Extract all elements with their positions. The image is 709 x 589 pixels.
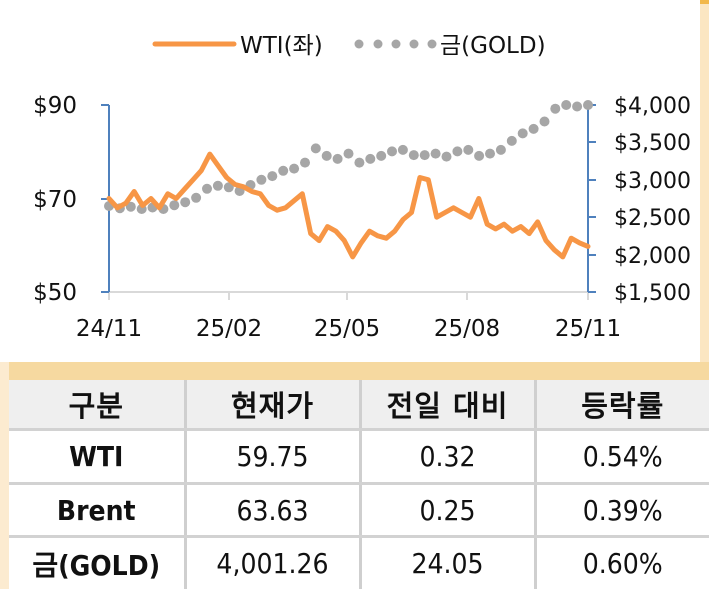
row-name: Brent — [9, 483, 187, 539]
gold-data-point — [354, 157, 365, 168]
x-tick-4: 25/11 — [555, 316, 621, 342]
price-table: 구분 현재가 전일 대비 등락률 WTI 59.75 0.32 0.54% Br… — [9, 380, 709, 589]
right-tick-1500: $1,500 — [614, 281, 691, 306]
right-tick-labels: $4,000 $3,500 $3,000 $2,500 $2,000 $1,50… — [614, 94, 691, 306]
gold-data-point — [332, 153, 343, 164]
left-tick-70: $70 — [33, 187, 77, 213]
right-y-axis — [587, 104, 596, 293]
right-tick-2000: $2,000 — [614, 244, 691, 269]
right-tick-3000: $3,000 — [614, 169, 691, 194]
row-price: 59.75 — [185, 429, 362, 485]
gold-data-point — [430, 148, 441, 159]
gold-data-point — [289, 163, 300, 174]
gold-data-point — [463, 144, 474, 155]
gold-data-point — [441, 151, 452, 162]
gold-legend-swatch — [354, 39, 437, 49]
gold-data-point — [539, 116, 550, 127]
gold-data-point — [365, 153, 376, 164]
wti-series — [106, 151, 591, 260]
gold-data-point — [256, 174, 267, 185]
gold-data-point — [528, 123, 539, 134]
right-tick-4000: $4,000 — [614, 94, 691, 119]
header-rate: 등락률 — [535, 380, 709, 431]
frame-right-accent — [700, 0, 709, 4]
gold-data-point — [485, 148, 495, 159]
row-price: 4,001.26 — [185, 536, 362, 589]
row-rate: 0.39% — [535, 483, 709, 539]
row-rate: 0.54% — [535, 429, 709, 485]
gold-data-point — [180, 197, 191, 208]
gold-data-point — [169, 200, 180, 211]
x-tick-labels: 24/11 25/02 25/05 25/08 25/11 — [76, 316, 621, 342]
price-chart: WTI(좌) 금(GOLD) $90 $70 $50 $4 — [33, 33, 691, 342]
table-row-brent: Brent 63.63 0.25 0.39% — [9, 483, 709, 539]
gold-data-point — [223, 182, 234, 193]
x-tick-3: 25/08 — [434, 316, 500, 342]
divider-band — [0, 362, 709, 380]
row-change: 24.05 — [360, 536, 537, 589]
frame-right-strip — [700, 0, 709, 380]
left-tick-labels: $90 $70 $50 — [33, 93, 77, 306]
row-change: 0.32 — [360, 429, 537, 485]
legend: WTI(좌) 금(GOLD) — [152, 33, 546, 59]
left-tick-90: $90 — [33, 93, 77, 119]
x-tick-0: 24/11 — [76, 316, 142, 342]
gold-data-point — [387, 146, 397, 157]
gold-data-point — [125, 201, 136, 212]
gold-data-point — [310, 143, 321, 154]
gold-data-point — [202, 183, 212, 194]
gold-data-point — [583, 100, 593, 110]
left-tick-50: $50 — [33, 280, 77, 306]
x-tick-1: 25/02 — [196, 316, 262, 342]
gold-data-point — [506, 135, 517, 146]
row-change: 0.25 — [360, 483, 537, 539]
gold-data-point — [267, 171, 278, 182]
gold-data-point — [321, 150, 332, 161]
gold-data-point — [419, 150, 430, 161]
header-change: 전일 대비 — [360, 380, 537, 431]
chart-panel: WTI(좌) 금(GOLD) $90 $70 $50 $4 — [33, 33, 691, 342]
row-name: 금(GOLD) — [9, 536, 187, 589]
gold-data-point — [212, 180, 223, 191]
gold-data-point — [408, 150, 419, 161]
gold-legend-label: 금(GOLD) — [440, 33, 546, 59]
x-tick-2: 25/05 — [314, 316, 380, 342]
table-header-row: 구분 현재가 전일 대비 등락률 — [9, 380, 709, 431]
row-name: WTI — [9, 429, 187, 485]
gold-data-point — [278, 165, 289, 176]
table-row-wti: WTI 59.75 0.32 0.54% — [9, 429, 709, 485]
x-axis-ticks — [108, 292, 589, 300]
frame-left-strip — [0, 362, 9, 589]
gold-data-point — [517, 128, 528, 139]
header-price: 현재가 — [185, 380, 362, 431]
gold-data-point — [550, 103, 561, 114]
gold-data-point — [397, 144, 408, 155]
row-price: 63.63 — [185, 483, 362, 539]
header-category: 구분 — [9, 380, 187, 431]
table-row-gold: 금(GOLD) 4,001.26 24.05 0.60% — [9, 536, 709, 589]
wti-legend-label: WTI(좌) — [240, 33, 323, 59]
right-tick-2500: $2,500 — [614, 206, 691, 231]
row-rate: 0.60% — [535, 536, 709, 589]
gold-data-point — [452, 146, 463, 157]
gold-data-point — [561, 100, 572, 110]
gold-data-point — [376, 150, 387, 161]
gold-data-point — [495, 144, 506, 155]
gold-data-point — [300, 157, 310, 168]
gold-data-point — [474, 150, 485, 161]
gold-data-point — [191, 192, 202, 203]
right-tick-3500: $3,500 — [614, 131, 691, 156]
gold-data-point — [343, 148, 354, 159]
gold-data-point — [572, 101, 583, 112]
